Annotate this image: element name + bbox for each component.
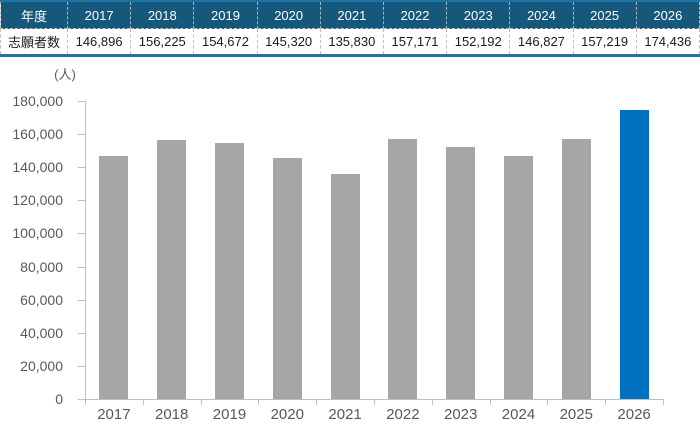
bar-2017 [99,155,129,399]
x-axis-label-2025: 2025 [559,406,593,423]
data-cell-1: 146,896 [67,28,132,56]
x-axis-label-2020: 2020 [270,406,304,423]
y-axis-tick-120,000 [78,200,85,202]
bar-2021 [330,174,360,399]
x-axis-label-2024: 2024 [501,406,536,423]
header-cell-8: 2024 [509,1,574,29]
y-axis-label-60,000: 60,000 [20,291,63,308]
y-axis-tick-0 [78,399,85,400]
data-cell-6: 157,171 [383,28,448,56]
x-axis-label-2026: 2026 [617,406,651,423]
x-axis-tick-7 [489,400,491,405]
y-axis-tick-80,000 [78,266,85,268]
data-cell-8: 146,827 [509,28,574,56]
table-data-row: 志願者数 146,896 156,225 154,672 145,320 135,830 1… [0,28,700,56]
data-cell-4: 145,320 [257,28,321,56]
header-cell-7: 2023 [446,1,511,29]
y-axis-label-100,000: 100,000 [12,225,63,242]
y-axis-label-160,000: 160,000 [12,126,63,143]
x-axis-tick-5 [374,400,375,405]
bar-2026 [619,110,649,399]
header-cell-9: 2025 [573,1,637,29]
y-axis-label-140,000: 140,000 [12,159,63,176]
header-cell-5: 2021 [320,1,384,29]
applicants-table: 年度 2017 2018 2019 2020 2021 2022 2023 2024 2025 20… [0,0,700,57]
bar-2023 [446,147,476,399]
data-cell-7: 152,192 [446,28,511,56]
y-axis-label-0: 0 [55,391,63,407]
y-axis-tick-100,000 [78,233,85,235]
x-axis-label-2019: 2019 [212,406,247,423]
y-axis-label-40,000: 40,000 [20,324,63,341]
header-cell-3: 2019 [193,1,258,29]
bar-2020 [272,158,302,399]
y-axis-label-180,000: 180,000 [12,93,63,109]
x-axis-label-2021: 2021 [328,406,362,423]
x-axis-label-2022: 2022 [386,406,420,423]
y-axis-tick-140,000 [78,167,85,169]
x-axis-label-2018: 2018 [155,406,189,423]
x-axis-tick-1 [142,400,144,405]
data-cell-0: 志願者数 [0,28,68,56]
y-axis-label-20,000: 20,000 [20,357,63,374]
header-cell-6: 2022 [383,1,448,29]
y-axis-label-120,000: 120,000 [12,192,63,209]
data-cell-9: 157,219 [573,28,637,56]
x-axis-tick-9 [605,400,607,405]
y-axis-unit-label: (人) [54,67,76,82]
bar-2019 [215,142,244,399]
x-axis-tick-10 [663,400,664,405]
x-axis-label-2023: 2023 [444,406,478,423]
x-axis-tick-4 [316,400,318,405]
x-axis-tick-0 [85,400,86,405]
y-axis-tick-40,000 [78,332,85,334]
y-axis-tick-180,000 [78,101,85,102]
data-cell-10: 174,436 [636,28,700,56]
y-axis-label-80,000: 80,000 [20,258,63,275]
applicants-bar-chart: (人) 0 20,000 40,000 60,000 80,000 100,000 120,… [0,62,700,427]
header-cell-4: 2020 [257,1,321,29]
header-cell-10: 2026 [636,1,700,29]
x-axis-line [85,399,664,400]
bar-2022 [388,138,418,399]
y-axis-line [85,101,86,399]
x-axis-tick-8 [547,400,549,405]
bar-2024 [504,155,533,399]
x-axis-tick-2 [200,400,202,405]
table-header-row: 年度 2017 2018 2019 2020 2021 2022 2023 2024 2025 20… [0,1,700,29]
y-axis-tick-20,000 [78,365,85,367]
data-cell-5: 135,830 [320,28,384,56]
header-cell-2: 2018 [130,1,195,29]
x-axis-tick-3 [258,400,260,405]
x-axis-tick-6 [431,400,433,405]
header-cell-1: 2017 [67,1,132,29]
bar-2018 [157,140,187,399]
data-cell-3: 154,672 [193,28,258,56]
data-cell-2: 156,225 [130,28,195,56]
header-cell-0: 年度 [0,1,68,29]
bar-2025 [561,138,591,399]
x-axis-label-2017: 2017 [97,406,131,423]
y-axis-tick-160,000 [78,134,85,136]
y-axis-tick-60,000 [78,299,85,301]
